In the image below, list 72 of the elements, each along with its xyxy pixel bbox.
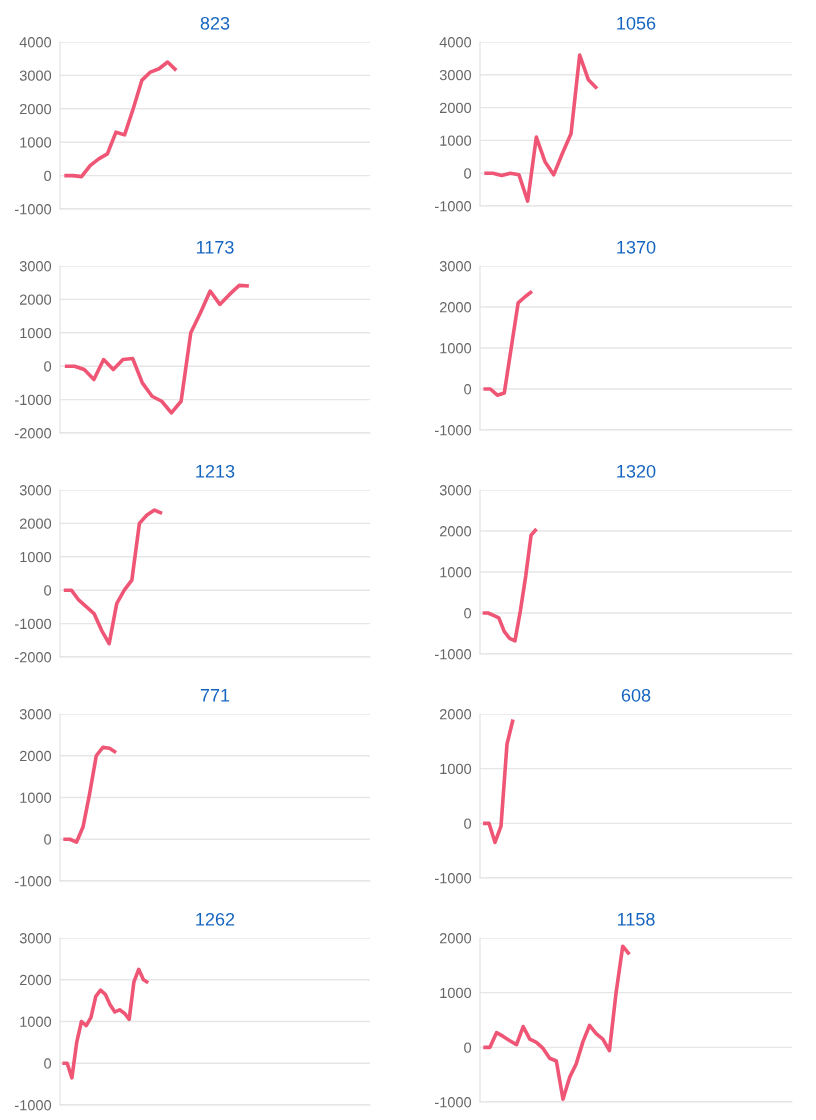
y-tick-label: 0 [44,1058,52,1069]
y-tick-label: 0 [44,585,52,596]
y-tick-label: 0 [44,834,52,845]
chart-title: 608 [621,688,651,702]
y-tick-label: 0 [44,361,52,372]
line-series [481,289,534,397]
line-series [63,283,251,415]
y-tick-label: 3000 [439,485,472,496]
y-tick-label: -1000 [435,201,472,212]
y-tick-label: -1000 [435,1097,472,1108]
y-tick-label: 1000 [440,567,472,578]
chart-title: 1213 [196,464,235,478]
y-tick-label: 3000 [19,933,52,944]
y-tick-label: -1000 [15,394,52,406]
y-tick-label: 1000 [20,137,52,148]
y-tick-label: -1000 [15,876,52,887]
chart-title: 1370 [617,240,656,254]
chart-title: 823 [200,16,230,30]
line-series [60,967,151,1080]
chart-title: 1262 [196,912,235,926]
y-tick-label: -1000 [435,425,472,436]
chart-title: 1158 [617,912,655,926]
y-tick-label: 0 [464,1042,472,1053]
y-tick-label: -2000 [15,428,52,439]
y-tick-label: 4000 [439,37,472,48]
chart-title: 1173 [196,240,234,254]
y-tick-label: 3000 [19,70,52,81]
y-tick-label: 2000 [19,750,52,762]
y-tick-label: 1000 [440,763,472,775]
y-tick-label: 0 [464,384,472,395]
line-series [481,944,632,1102]
y-tick-label: -1000 [15,1100,52,1111]
y-tick-label: 1000 [20,551,52,563]
y-tick-label: 1000 [440,343,472,354]
line-series [482,53,599,203]
y-tick-label: 3000 [19,709,52,720]
line-series [61,745,118,844]
line-series [62,60,179,179]
y-tick-label: 2000 [439,526,472,537]
y-tick-label: -1000 [15,204,52,215]
line-series [61,508,164,646]
y-tick-label: 0 [44,170,52,182]
chart-title: 1320 [617,464,656,478]
y-tick-label: 1000 [440,135,472,146]
y-tick-label: 2000 [439,102,472,114]
y-tick-label: -1000 [435,873,472,884]
line-series [480,527,539,643]
y-tick-label: 1000 [20,1016,52,1027]
y-tick-label: -1000 [15,618,52,630]
y-tick-label: 2000 [19,974,52,986]
y-tick-label: -1000 [435,649,472,660]
y-tick-label: 1000 [20,327,52,339]
y-tick-label: 1000 [20,792,52,803]
y-tick-label: 0 [464,608,472,619]
y-tick-label: 2000 [19,103,52,115]
y-tick-label: 4000 [19,37,52,48]
y-tick-label: 2000 [439,933,472,944]
y-tick-label: 1000 [440,987,472,999]
y-tick-label: 0 [464,168,472,179]
line-series [481,717,515,845]
y-tick-label: 3000 [19,261,52,272]
chart-title: 771 [200,689,230,702]
y-tick-label: 3000 [439,69,472,81]
chart-title: 1056 [617,16,656,30]
y-tick-label: 3000 [19,485,52,496]
y-tick-label: 2000 [439,302,472,313]
y-tick-label: 0 [464,818,472,829]
y-tick-label: 2000 [19,518,52,529]
y-tick-label: 2000 [19,294,52,305]
y-tick-label: 2000 [439,709,472,720]
y-tick-label: -2000 [15,652,52,663]
y-tick-label: 3000 [439,261,472,272]
